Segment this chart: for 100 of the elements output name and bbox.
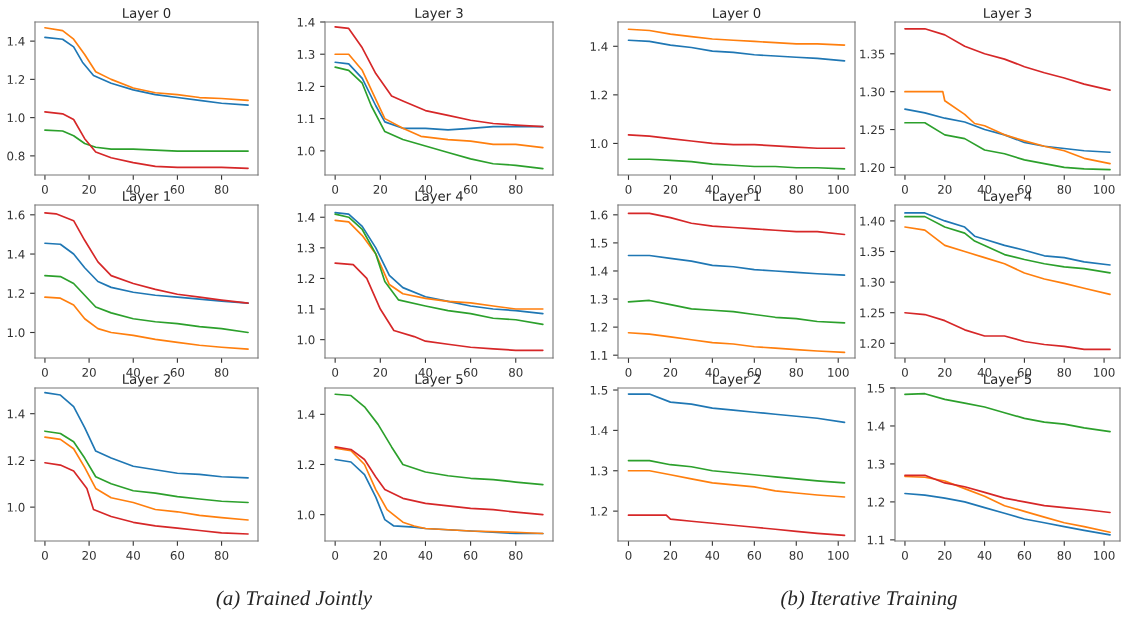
x-tick-label: 20 xyxy=(82,184,96,194)
y-tick-label: 1.25 xyxy=(860,308,885,318)
x-tick-label: 80 xyxy=(1057,550,1071,560)
x-tick-label: 0 xyxy=(901,550,908,560)
x-tick-label: 20 xyxy=(82,550,96,560)
line-series xyxy=(904,212,1111,266)
y-tick-label: 1.0 xyxy=(297,335,315,345)
line-series xyxy=(627,393,846,424)
y-tick-label: 1.4 xyxy=(297,410,315,419)
y-tick-label: 1.2 xyxy=(7,75,25,84)
y-tick-label: 1.2 xyxy=(297,274,315,283)
line-series xyxy=(44,436,249,521)
line-series xyxy=(904,108,1111,154)
line-series xyxy=(904,90,1111,165)
x-tick-label: 80 xyxy=(214,550,229,560)
x-tick-label: 20 xyxy=(938,550,952,560)
line-series xyxy=(904,226,1111,296)
y-tick-label: 1.2 xyxy=(590,322,608,332)
line-series xyxy=(627,28,846,46)
x-tick-label: 100 xyxy=(1094,184,1115,194)
line-series xyxy=(44,26,249,102)
y-tick-label: 1.5 xyxy=(867,383,885,393)
line-series xyxy=(334,393,544,486)
x-tick-label: 0 xyxy=(332,367,339,377)
line-series xyxy=(904,492,1111,536)
y-tick-label: 1.1 xyxy=(297,114,315,124)
line-series xyxy=(904,121,1111,171)
y-tick-label: 1.4 xyxy=(867,421,885,431)
y-tick-label: 1.20 xyxy=(860,163,885,173)
line-series xyxy=(334,66,544,170)
x-tick-label: 0 xyxy=(625,550,632,560)
y-tick-label: 1.1 xyxy=(867,535,885,545)
x-tick-label: 0 xyxy=(901,184,908,194)
x-tick-label: 100 xyxy=(828,367,849,377)
x-tick-label: 60 xyxy=(1017,550,1032,560)
x-tick-label: 40 xyxy=(418,550,433,560)
x-tick-label: 0 xyxy=(332,184,339,194)
x-tick-label: 20 xyxy=(663,550,678,560)
text: (a) Trained Jointly xyxy=(216,590,373,610)
x-tick-label: 20 xyxy=(82,367,96,377)
x-tick-label: 60 xyxy=(463,550,478,560)
x-tick-label: 80 xyxy=(509,184,523,194)
line-series xyxy=(334,61,544,131)
line-series xyxy=(627,459,846,484)
x-tick-label: 20 xyxy=(663,367,678,377)
line-series xyxy=(44,129,249,152)
line-series xyxy=(627,299,846,324)
x-tick-label: 60 xyxy=(463,184,478,194)
y-tick-label: 1.2 xyxy=(7,288,25,298)
y-tick-label: 1.35 xyxy=(860,49,885,59)
x-tick-label: 40 xyxy=(977,550,992,560)
line-series xyxy=(334,262,544,352)
y-tick-label: 1.5 xyxy=(590,385,608,395)
line-series xyxy=(904,392,1111,433)
x-tick-label: 40 xyxy=(705,550,720,560)
y-tick-label: 1.4 xyxy=(7,249,25,259)
x-tick-label: 80 xyxy=(1057,184,1071,194)
line-series xyxy=(904,215,1111,274)
x-tick-label: 0 xyxy=(625,184,632,194)
y-tick-label: 1.0 xyxy=(7,502,25,512)
x-tick-label: 0 xyxy=(332,550,339,560)
chart-title: Layer 3 xyxy=(415,8,463,21)
x-tick-label: 80 xyxy=(214,184,229,194)
y-tick-label: 1.4 xyxy=(7,37,25,46)
line-series xyxy=(627,134,846,150)
y-tick-label: 1.6 xyxy=(7,210,25,220)
y-tick-label: 1.3 xyxy=(297,49,315,59)
y-tick-label: 1.25 xyxy=(860,125,885,135)
chart-title: Layer 0 xyxy=(713,8,761,21)
x-tick-label: 20 xyxy=(938,367,952,377)
x-tick-label: 20 xyxy=(663,184,678,194)
y-tick-label: 1.0 xyxy=(7,113,25,123)
y-tick-label: 1.1 xyxy=(590,351,608,360)
line-series xyxy=(44,212,249,304)
line-series xyxy=(627,469,846,498)
line-series xyxy=(44,391,249,479)
line-series xyxy=(334,446,544,516)
y-tick-label: 1.2 xyxy=(590,506,608,516)
y-tick-label: 1.2 xyxy=(7,456,25,465)
line-series xyxy=(334,25,544,128)
x-tick-label: 100 xyxy=(1094,367,1115,377)
chart-title: Layer 0 xyxy=(123,8,171,21)
x-tick-label: 20 xyxy=(938,184,952,194)
y-tick-label: 1.3 xyxy=(590,466,608,476)
x-tick-label: 100 xyxy=(1094,550,1115,560)
y-tick-label: 1.4 xyxy=(590,266,608,276)
line-series xyxy=(904,474,1111,514)
y-tick-label: 1.6 xyxy=(590,210,608,220)
line-series xyxy=(44,430,249,504)
x-tick-label: 0 xyxy=(625,367,632,377)
y-tick-label: 1.30 xyxy=(860,87,885,97)
line-series xyxy=(627,514,846,537)
y-tick-label: 1.0 xyxy=(297,146,315,156)
y-tick-label: 1.4 xyxy=(297,17,315,27)
x-tick-label: 60 xyxy=(170,367,185,377)
x-tick-label: 100 xyxy=(828,550,849,560)
y-tick-label: 1.2 xyxy=(297,82,315,91)
y-tick-label: 0.8 xyxy=(7,151,25,161)
y-tick-label: 1.20 xyxy=(860,339,885,348)
y-tick-label: 1.1 xyxy=(297,304,315,314)
